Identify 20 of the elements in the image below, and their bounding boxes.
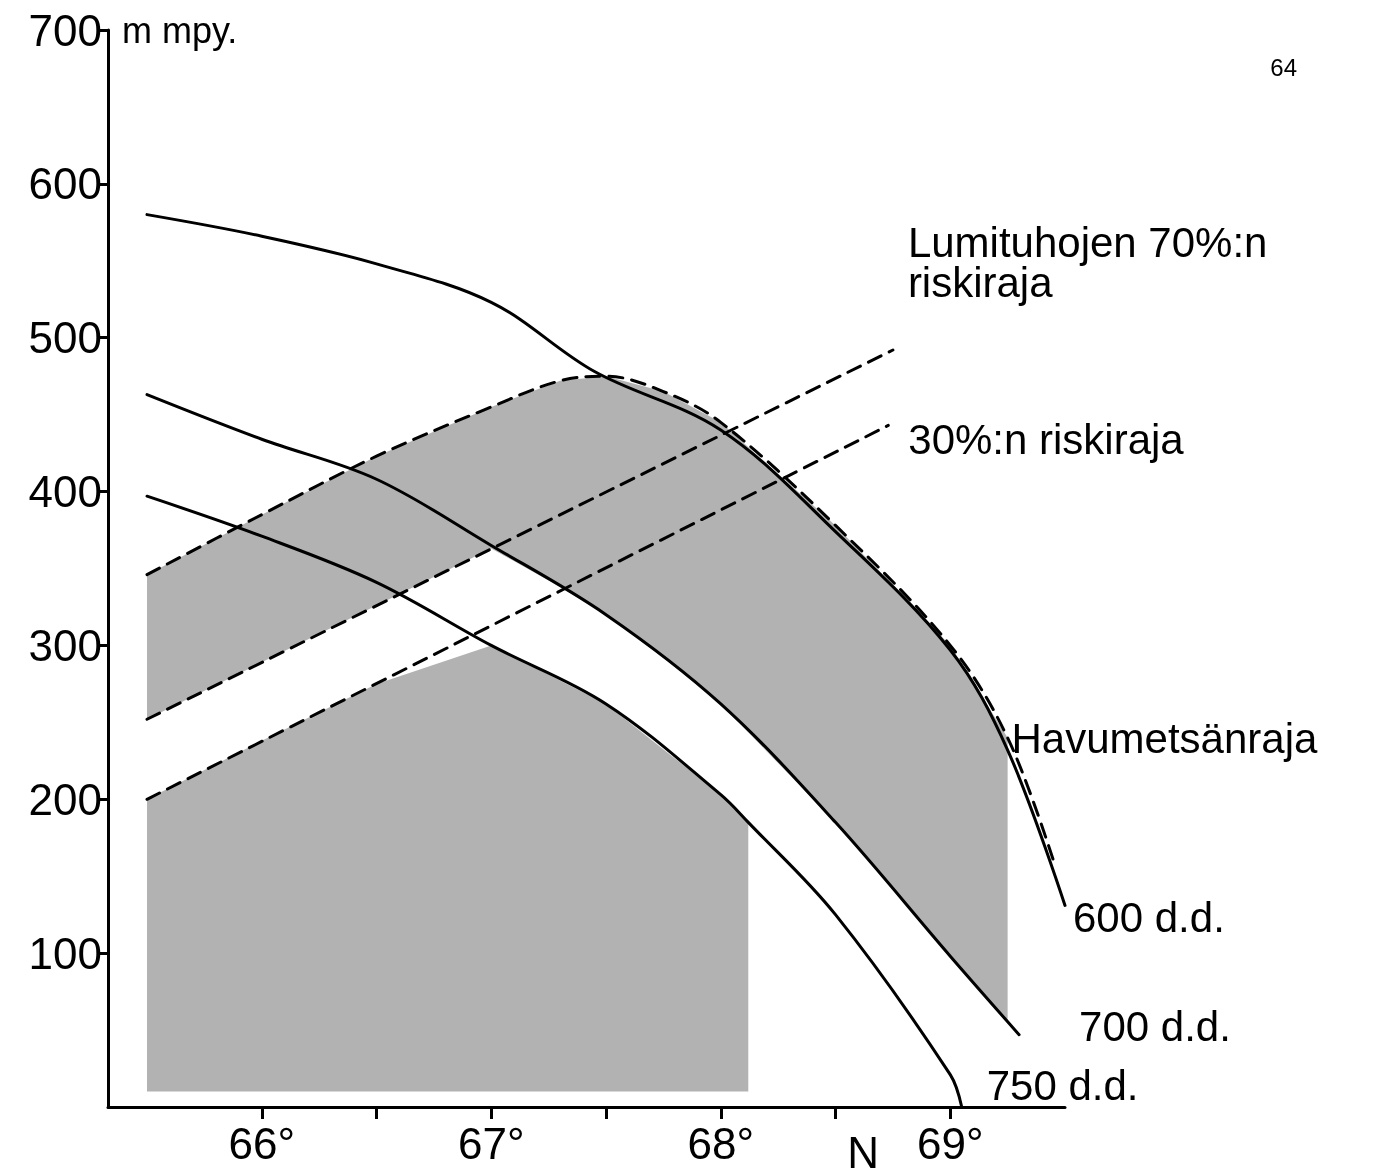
series-label: 30%:n riskiraja bbox=[908, 415, 1185, 463]
x-tick-label: 68° bbox=[687, 1118, 755, 1168]
text: 64 bbox=[1270, 53, 1298, 81]
y-tick-label: 100 bbox=[28, 928, 102, 978]
series-label: 750 d.d. bbox=[986, 1061, 1139, 1109]
x-tick-label: 67° bbox=[457, 1118, 525, 1168]
series-label: 600 d.d. bbox=[1073, 893, 1225, 941]
series-label: Lumituhojen 70%:n riskiraja bbox=[907, 218, 1268, 306]
series-label: 700 d.d. bbox=[1079, 1003, 1231, 1051]
y-tick-label: 300 bbox=[28, 620, 102, 670]
y-axis-title: m mpy. bbox=[122, 9, 238, 51]
x-axis-title: N bbox=[847, 1127, 879, 1174]
x-tick-label: 66° bbox=[228, 1118, 296, 1168]
y-tick-label: 600 bbox=[28, 159, 102, 209]
x-tick-label: 69° bbox=[916, 1118, 984, 1168]
y-tick-label: 200 bbox=[28, 774, 102, 824]
y-tick-label: 400 bbox=[28, 467, 102, 517]
y-tick-label: 500 bbox=[28, 313, 102, 363]
y-tick-label: 700 bbox=[28, 5, 102, 55]
series-label: Havumetsänraja bbox=[1011, 715, 1318, 763]
